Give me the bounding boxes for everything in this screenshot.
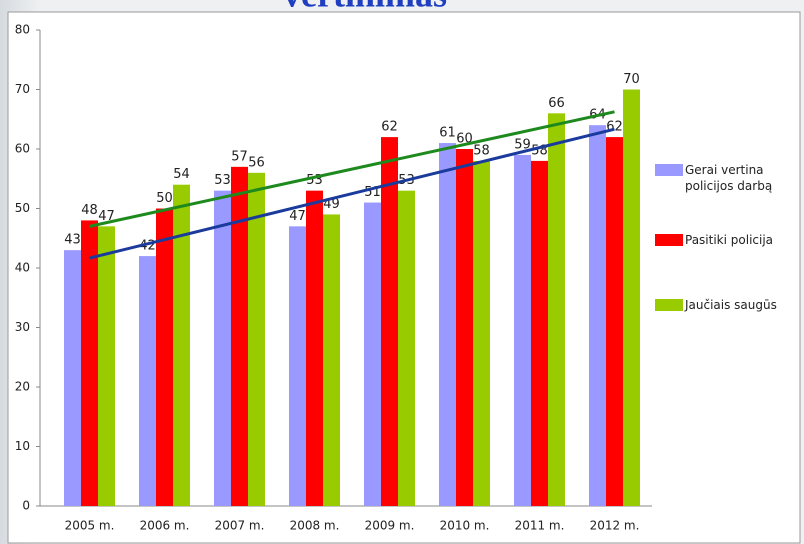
x-tick-label: 2006 m. — [140, 519, 190, 533]
legend-swatch — [655, 234, 683, 246]
data-label: 48 — [81, 203, 98, 218]
bar — [623, 89, 640, 506]
x-tick-label: 2011 m. — [515, 519, 565, 533]
trend-line — [89, 127, 615, 260]
bar — [173, 184, 190, 506]
y-tick-label: 20 — [15, 380, 30, 394]
data-label: 57 — [231, 149, 248, 164]
bar — [473, 160, 490, 506]
bar — [514, 154, 531, 506]
bar — [139, 256, 156, 506]
data-label: 66 — [548, 96, 565, 111]
data-label: 70 — [623, 72, 640, 87]
bar — [289, 226, 306, 506]
x-tick-label: 2012 m. — [590, 519, 640, 533]
bar — [231, 166, 248, 506]
bar — [64, 250, 81, 506]
data-label: 54 — [173, 167, 190, 182]
y-tick-label: 40 — [15, 261, 30, 275]
y-tick-label: 30 — [15, 320, 30, 334]
x-tick-label: 2007 m. — [215, 519, 265, 533]
data-label: 47 — [98, 209, 115, 224]
y-tick-label: 80 — [15, 23, 30, 37]
data-label: 58 — [473, 143, 490, 158]
bar — [439, 143, 456, 507]
bar — [398, 190, 415, 506]
bar — [248, 172, 265, 507]
bar — [548, 113, 565, 507]
legend-swatch — [655, 299, 683, 311]
legend-label: Jaučiais saugūs — [685, 298, 777, 312]
bar — [156, 208, 173, 506]
trend-line — [89, 110, 615, 228]
bar — [306, 190, 323, 506]
y-tick-label: 10 — [15, 439, 30, 453]
data-label: 47 — [289, 209, 306, 224]
data-label: 62 — [606, 120, 623, 135]
bar — [531, 160, 548, 506]
data-label: 59 — [514, 137, 531, 152]
bar — [606, 137, 623, 506]
bar — [364, 202, 381, 507]
x-tick-label: 2010 m. — [440, 519, 490, 533]
legend-label: Pasitiki policija — [685, 233, 774, 247]
y-tick-label: 60 — [15, 142, 30, 156]
legend-label: Gerai vertina policijos darbą — [685, 163, 773, 193]
y-tick-label: 0 — [22, 499, 30, 513]
data-label: 61 — [439, 126, 456, 141]
data-label: 62 — [381, 120, 398, 135]
data-label: 50 — [156, 191, 173, 206]
x-tick-label: 2005 m. — [65, 519, 115, 533]
x-tick-label: 2009 m. — [365, 519, 415, 533]
data-label: 43 — [64, 233, 81, 248]
x-tick-label: 2008 m. — [290, 519, 340, 533]
data-label: 53 — [214, 173, 231, 188]
y-tick-label: 70 — [15, 82, 30, 96]
bar — [589, 125, 606, 506]
bar — [381, 137, 398, 506]
y-tick-label: 50 — [15, 201, 30, 215]
bar — [456, 149, 473, 506]
bar — [98, 226, 115, 506]
bar — [323, 214, 340, 506]
chart-title: vertinimas — [283, 0, 447, 14]
data-label: 56 — [248, 155, 265, 170]
legend-swatch — [655, 164, 683, 176]
bar — [214, 190, 231, 506]
bar — [81, 220, 98, 506]
